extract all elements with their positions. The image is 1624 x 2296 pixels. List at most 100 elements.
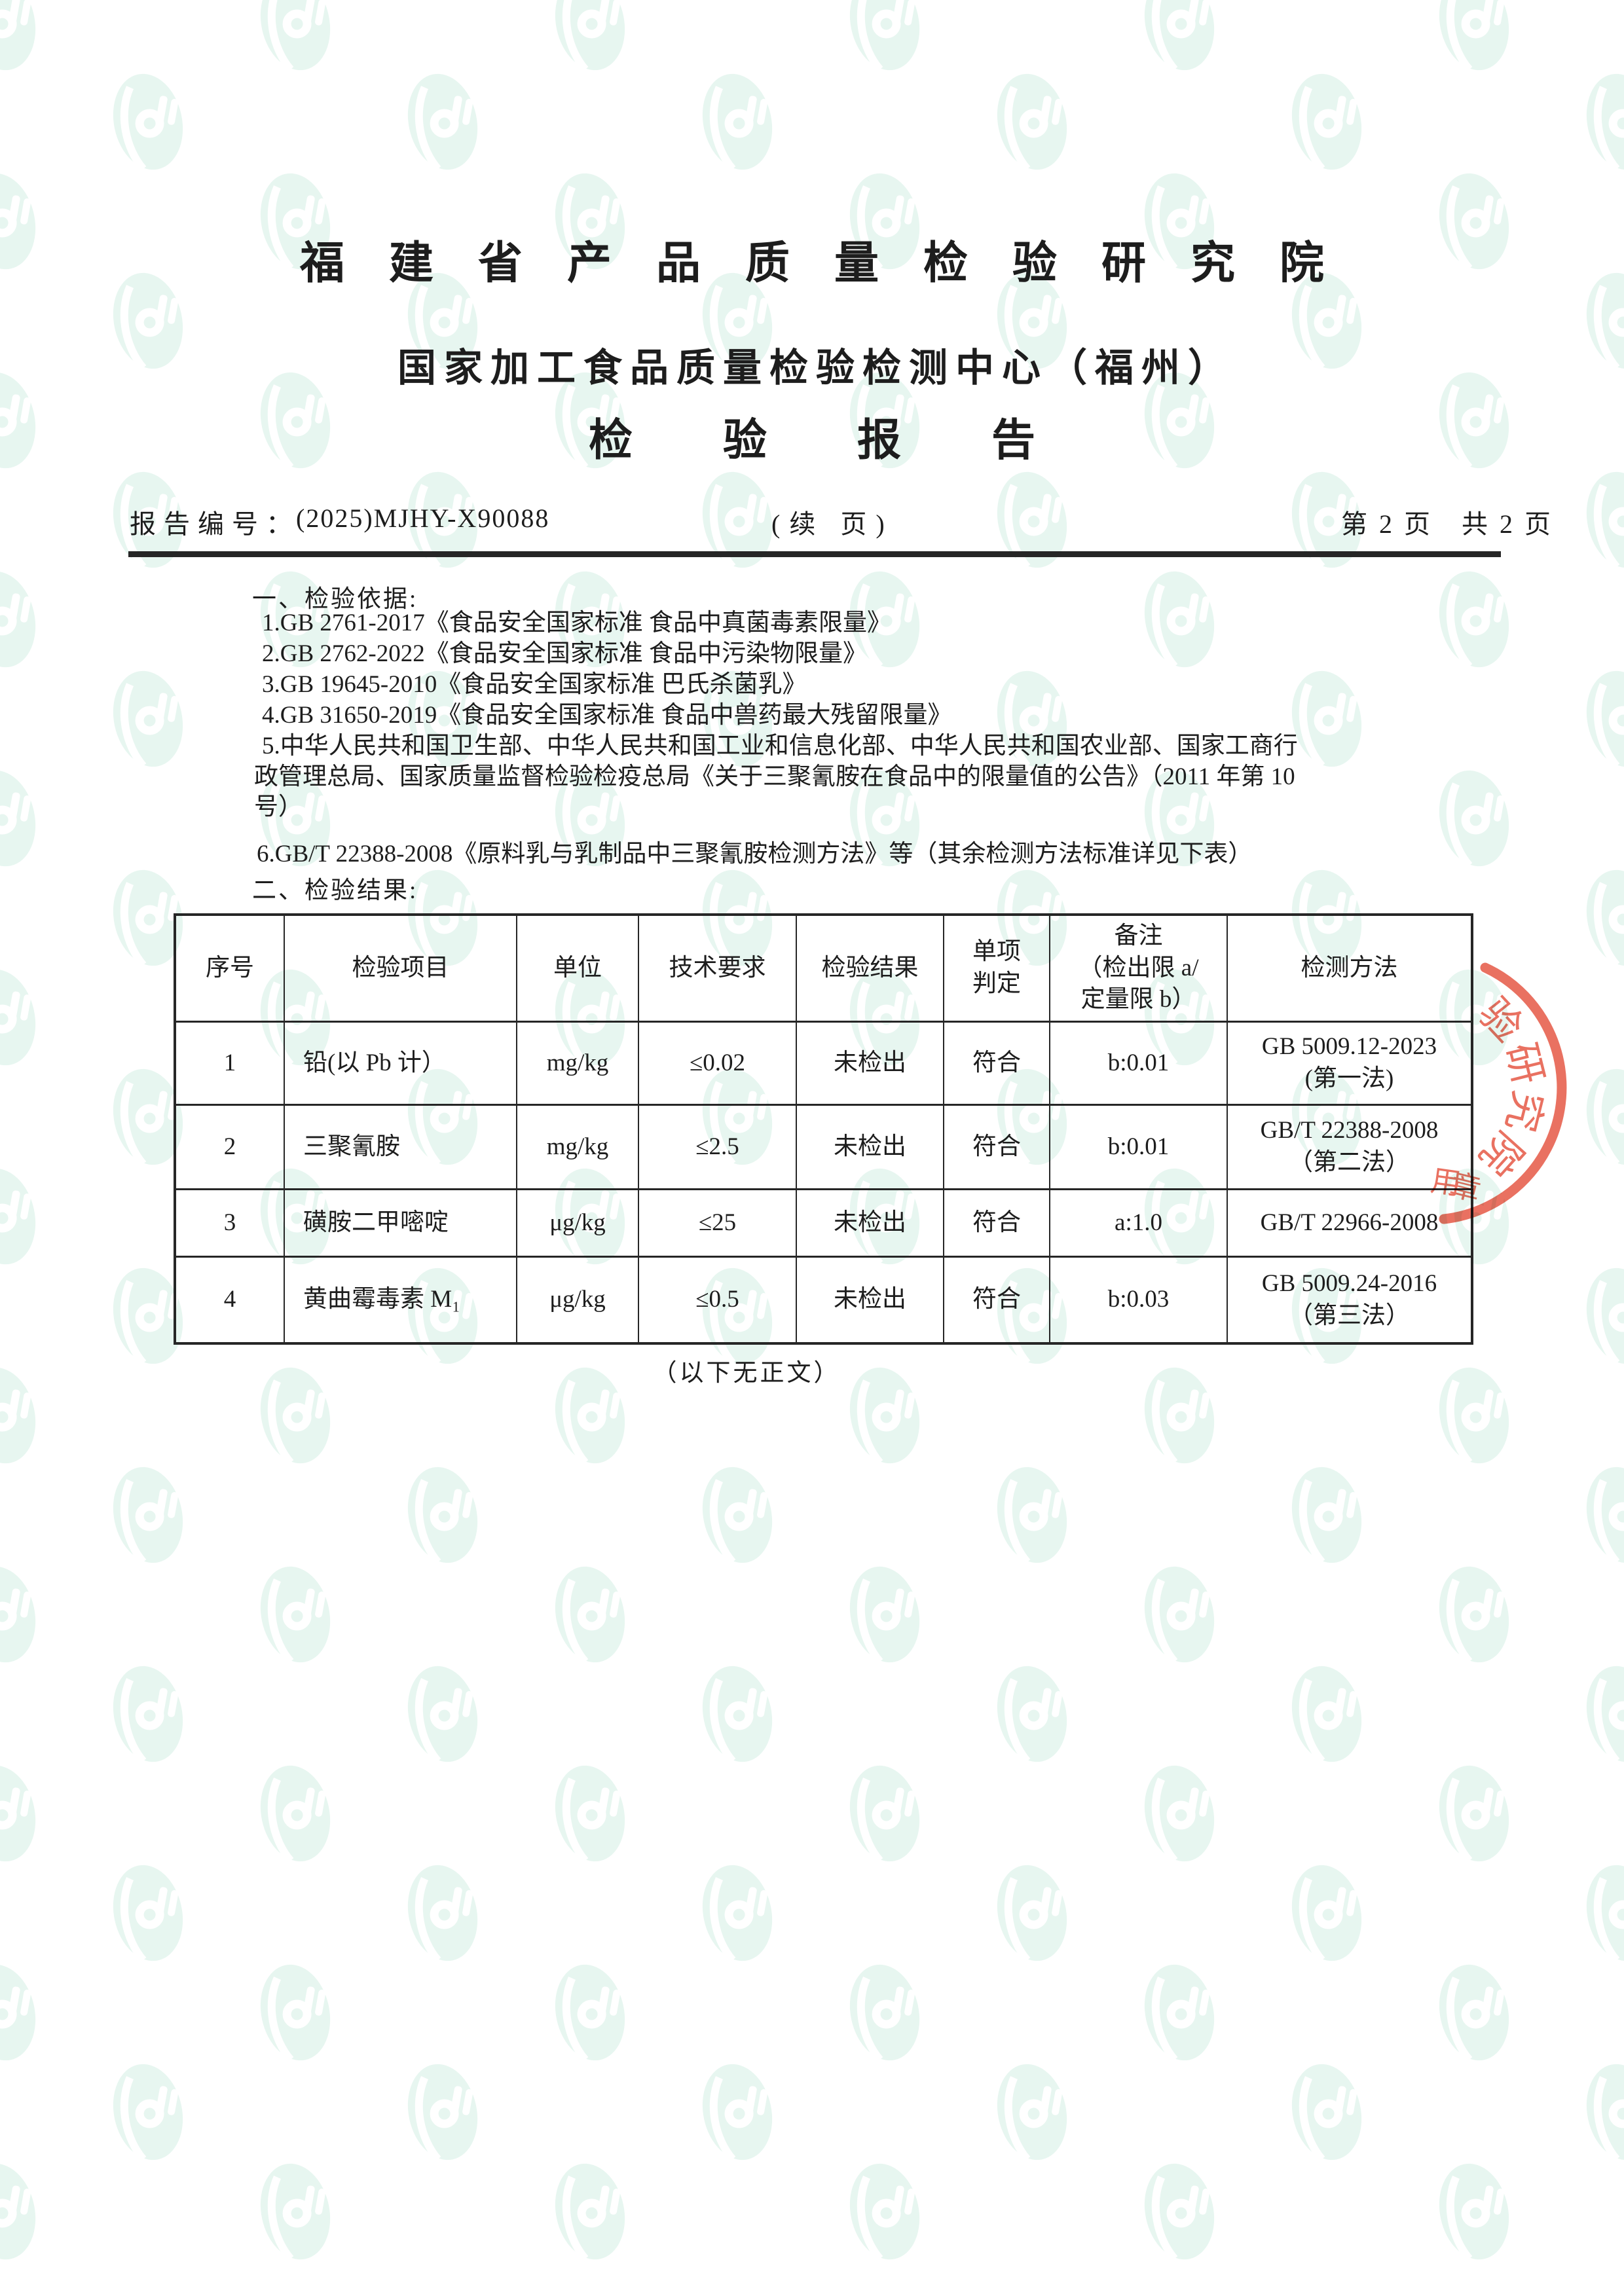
watermark-logo <box>1291 1467 1362 1565</box>
basis-line: 3.GB 19645-2010《食品安全国家标准 巴氏杀菌乳》 <box>262 671 807 698</box>
watermark-logo <box>702 2064 773 2162</box>
table-cell: mg/kg <box>517 1106 639 1190</box>
watermark-logo <box>849 1566 920 1665</box>
watermark-logo <box>0 1168 36 1265</box>
basis-line: 政管理总局、国家质量监督检验检疫总局《关于三聚氰胺在食品中的限量值的公告》（20… <box>254 763 1295 790</box>
watermark-logo <box>260 1566 331 1665</box>
table-cell: 1 <box>176 1023 285 1106</box>
watermark-logo <box>0 770 36 867</box>
table-cell: GB 5009.12-2023 (第一法) <box>1228 1023 1471 1106</box>
watermark-logo <box>260 2163 331 2262</box>
watermark-logo <box>0 0 36 71</box>
results-table: 序号 检验项目 单位 技术要求 检验结果 单项 判定 备注 （检出限 a/ 定量… <box>174 913 1473 1345</box>
watermark-logo <box>1439 0 1509 73</box>
watermark-logo <box>555 1765 625 1864</box>
watermark-logo <box>1439 1566 1509 1665</box>
watermark-logo <box>1586 1467 1624 1565</box>
stamp-char: 验 <box>1470 991 1530 1051</box>
table-cell: b:0.01 <box>1050 1106 1228 1190</box>
watermark-logo <box>1291 1666 1362 1764</box>
column-header-method: 检测方法 <box>1228 916 1471 1023</box>
watermark-logo <box>1586 670 1624 769</box>
column-header-item: 检验项目 <box>285 916 517 1023</box>
watermark-logo <box>1586 471 1624 570</box>
table-cell: 未检出 <box>797 1106 944 1190</box>
basis-line: 号） <box>254 793 303 820</box>
watermark-logo <box>1586 869 1624 968</box>
watermark-logo <box>1144 2163 1215 2262</box>
watermark-logo <box>260 1964 331 2063</box>
no-further-text-note: （以下无正文） <box>652 1360 841 1387</box>
column-header-result: 检验结果 <box>797 916 944 1023</box>
watermark-logo <box>1439 2163 1509 2262</box>
table-cell: 未检出 <box>797 1023 944 1106</box>
stamp-char: 研 <box>1498 1039 1551 1089</box>
watermark-logo <box>1291 670 1362 769</box>
table-cell: GB/T 22966-2008 <box>1228 1190 1471 1258</box>
table-cell: 3 <box>176 1190 285 1258</box>
watermark-logo <box>407 1666 478 1764</box>
watermark-logo <box>1586 73 1624 172</box>
watermark-logo <box>407 1467 478 1565</box>
basis-line: 5.中华人民共和国卫生部、中华人民共和国工业和信息化部、中华人民共和国农业部、国… <box>262 733 1298 759</box>
watermark-logo <box>702 1666 773 1764</box>
table-cell: 未检出 <box>797 1258 944 1342</box>
watermark-logo <box>1291 73 1362 172</box>
watermark-logo <box>0 1566 36 1663</box>
watermark-logo <box>555 1566 625 1665</box>
watermark-logo <box>849 2163 920 2262</box>
table-cell: ≤0.5 <box>639 1258 797 1342</box>
table-cell: ≤0.02 <box>639 1023 797 1106</box>
table-cell: 符合 <box>944 1023 1050 1106</box>
center-name-title: 国家加工食品质量检验检测中心（福州） <box>397 346 1234 390</box>
column-header-requirement: 技术要求 <box>639 916 797 1023</box>
table-cell: 磺胺二甲嘧啶 <box>285 1190 517 1258</box>
watermark-logo <box>0 1964 36 2061</box>
report-title: 检验报告 <box>589 416 1126 465</box>
table-cell: a:1.0 <box>1050 1190 1228 1258</box>
watermark-logo <box>555 1964 625 2063</box>
watermark-logo <box>113 670 183 769</box>
watermark-logo <box>0 969 36 1066</box>
table-cell: GB/T 22388-2008 （第二法） <box>1228 1106 1471 1190</box>
basis-section-heading: 一、检验依据: <box>252 586 418 613</box>
watermark-logo <box>1144 0 1215 73</box>
watermark-logo <box>702 73 773 172</box>
watermark-logo <box>1586 2064 1624 2162</box>
table-cell: 铅(以 Pb 计） <box>285 1023 517 1106</box>
watermark-logo <box>997 1865 1067 1963</box>
watermark-logo <box>0 1367 36 1464</box>
watermark-logo <box>1291 1865 1362 1963</box>
table-cell: ≤25 <box>639 1190 797 1258</box>
watermark-logo <box>1144 1765 1215 1864</box>
watermark-logo <box>555 2163 625 2262</box>
watermark-logo <box>849 0 920 73</box>
watermark-logo <box>555 0 625 73</box>
report-number-value: (2025)MJHY-X90088 <box>296 503 550 533</box>
watermark-logo <box>997 2064 1067 2162</box>
watermark-logo <box>113 1865 183 1963</box>
watermark-logo <box>1586 1666 1624 1764</box>
basis-line: 6.GB/T 22388-2008《原料乳与乳制品中三聚氰胺检测方法》等（其余检… <box>257 841 1253 867</box>
continuation-note: (续 页) <box>771 509 894 539</box>
table-cell: 三聚氰胺 <box>285 1106 517 1190</box>
watermark-logo <box>1439 1964 1509 2063</box>
table-cell: b:0.01 <box>1050 1023 1228 1106</box>
stamp-char: 究 <box>1498 1086 1551 1137</box>
watermark-logo <box>113 2064 183 2162</box>
basis-line: 1.GB 2761-2017《食品安全国家标准 食品中真菌毒素限量》 <box>262 610 891 636</box>
watermark-logo <box>1144 571 1215 670</box>
watermark-logo <box>997 1467 1067 1565</box>
watermark-logo <box>849 1964 920 2063</box>
watermark-logo <box>260 1765 331 1864</box>
watermark-logo <box>407 73 478 172</box>
watermark-logo <box>1144 1964 1215 2063</box>
watermark-logo <box>113 73 183 172</box>
table-cell: 未检出 <box>797 1190 944 1258</box>
column-header-unit: 单位 <box>517 916 639 1023</box>
watermark-logo <box>849 1765 920 1864</box>
watermark-logo <box>0 2163 36 2260</box>
table-cell: 符合 <box>944 1258 1050 1342</box>
watermark-logo <box>997 73 1067 172</box>
